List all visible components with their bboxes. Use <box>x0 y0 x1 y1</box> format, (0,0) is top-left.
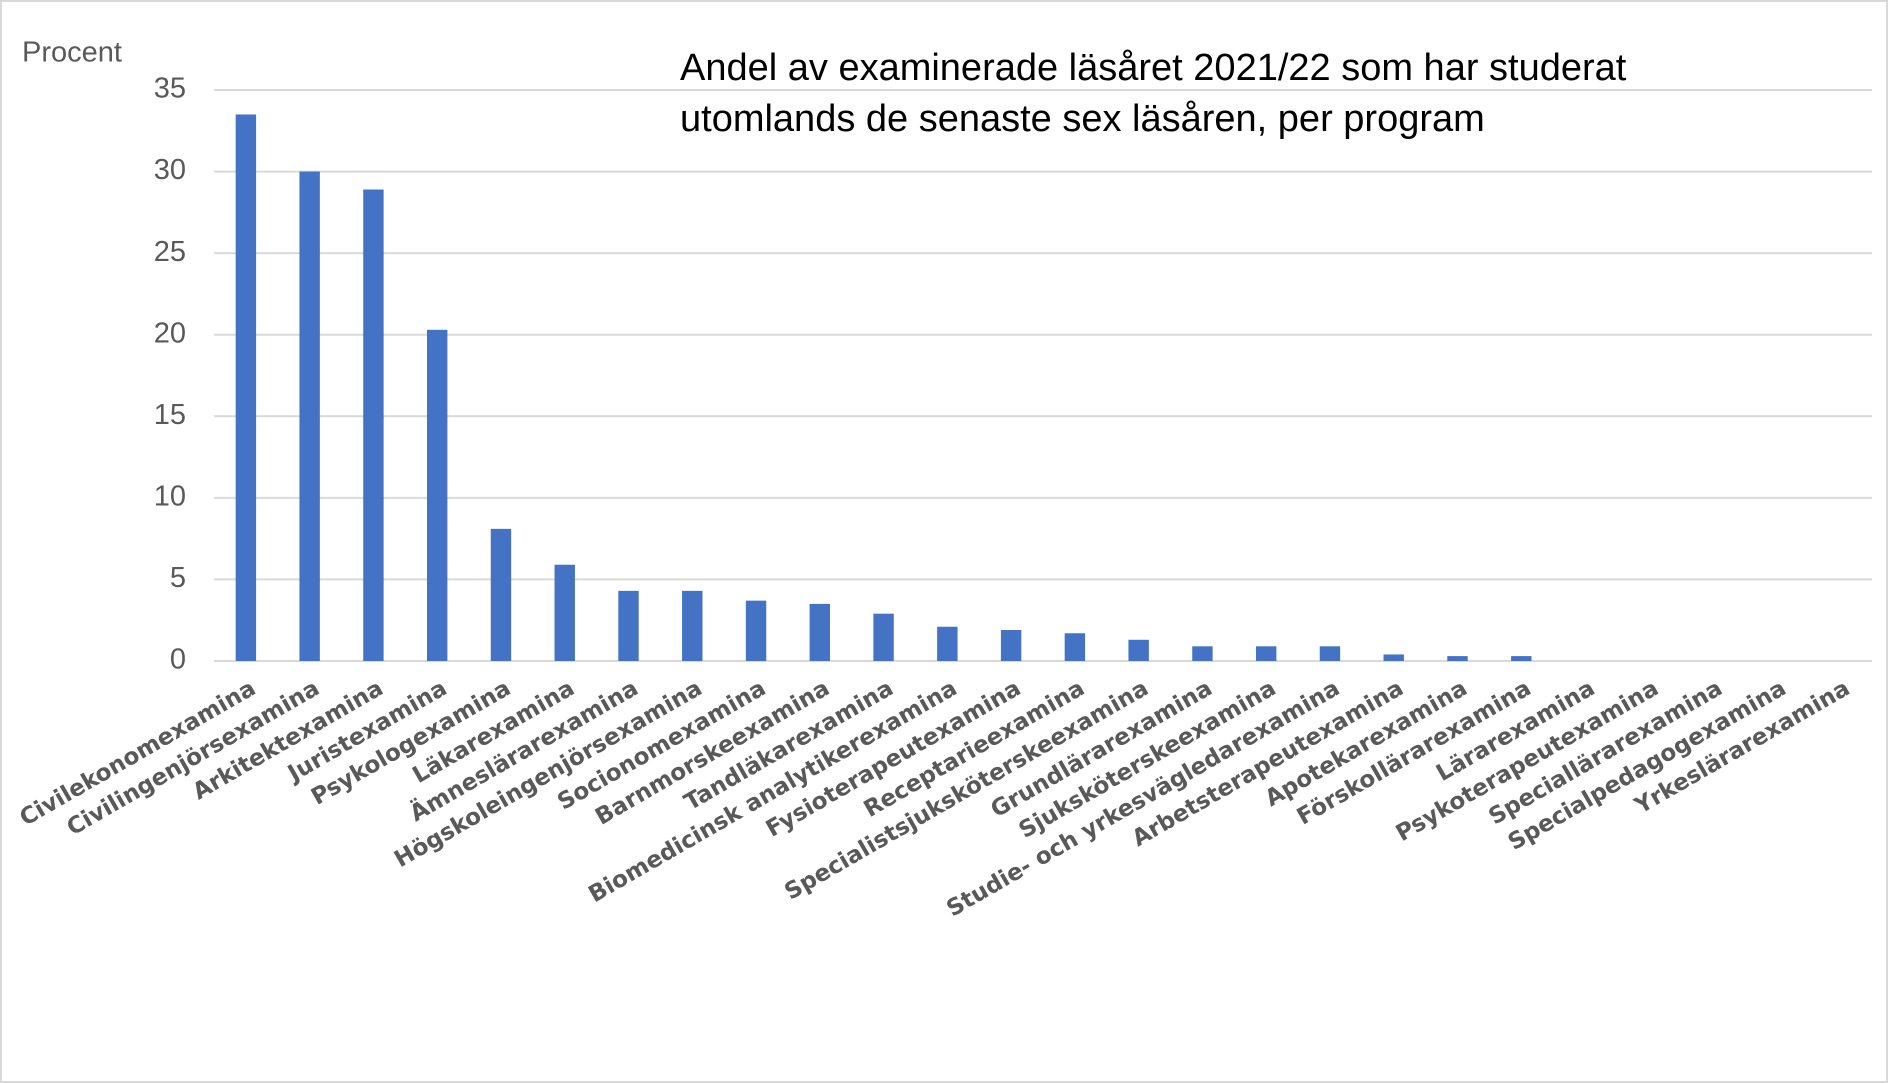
bar <box>937 626 958 661</box>
bar <box>490 528 512 661</box>
bar <box>363 189 384 661</box>
bar <box>682 590 703 661</box>
y-tick-label: 5 <box>170 562 186 594</box>
y-tick-label: 10 <box>154 481 186 513</box>
y-axis-label: Procent <box>22 37 122 69</box>
bar <box>809 603 831 661</box>
bar <box>1383 654 1404 661</box>
bar <box>1000 630 1022 661</box>
bar <box>235 114 257 661</box>
bar <box>873 613 894 661</box>
bar <box>1319 646 1341 661</box>
y-tick-label: 0 <box>170 644 186 676</box>
chart-title: Andel av examinerade läsåret 2021/22 som… <box>680 47 1627 89</box>
bar <box>1192 646 1213 661</box>
bar <box>1128 639 1149 661</box>
bar <box>1511 656 1532 661</box>
bar <box>299 171 320 662</box>
y-tick-label: 30 <box>154 154 186 186</box>
y-tick-label: 15 <box>154 399 186 431</box>
y-tick-label: 35 <box>154 73 186 105</box>
bar <box>426 329 448 661</box>
bar <box>1447 656 1468 661</box>
bar <box>1064 633 1086 661</box>
bar <box>618 590 639 661</box>
bar <box>745 600 767 661</box>
chart-title: utomlands de senaste sex läsåren, per pr… <box>680 98 1485 140</box>
bar <box>554 564 575 661</box>
bar <box>1255 646 1277 661</box>
y-tick-label: 25 <box>154 236 186 268</box>
y-tick-label: 20 <box>154 317 186 349</box>
